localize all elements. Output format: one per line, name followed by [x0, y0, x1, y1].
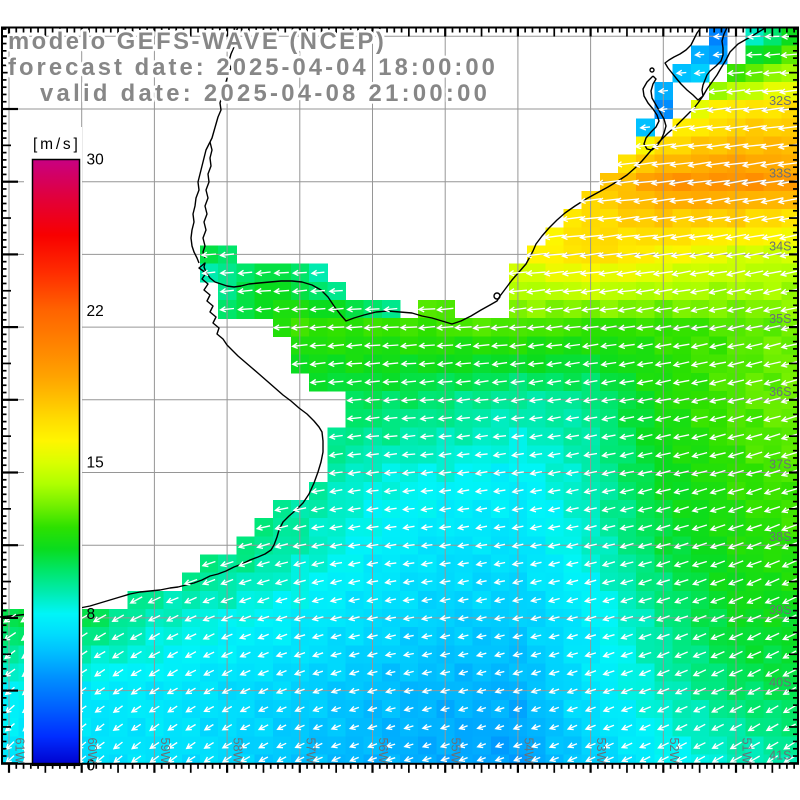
svg-text:8: 8	[87, 606, 96, 623]
svg-text:61W: 61W	[13, 738, 27, 764]
svg-text:39S: 39S	[769, 603, 791, 617]
svg-text:54W: 54W	[521, 738, 535, 764]
svg-text:57W: 57W	[303, 738, 317, 764]
svg-text:59W: 59W	[158, 738, 172, 764]
svg-text:valid date: 2025-04-08 21:00:0: valid date: 2025-04-08 21:00:00	[40, 80, 490, 107]
svg-text:37S: 37S	[769, 458, 791, 472]
svg-text:32S: 32S	[769, 94, 791, 108]
svg-text:53W: 53W	[594, 738, 608, 764]
svg-text:52W: 52W	[667, 738, 681, 764]
svg-text:51W: 51W	[740, 738, 754, 764]
svg-text:55W: 55W	[449, 738, 463, 764]
svg-text:56W: 56W	[376, 738, 390, 764]
svg-text:40S: 40S	[769, 676, 791, 690]
svg-text:33S: 33S	[769, 167, 791, 181]
svg-text:0: 0	[87, 757, 96, 774]
svg-text:60W: 60W	[85, 738, 99, 764]
svg-text:38S: 38S	[769, 530, 791, 544]
svg-text:36S: 36S	[769, 385, 791, 399]
svg-text:34S: 34S	[769, 239, 791, 253]
svg-text:41S: 41S	[769, 748, 791, 762]
svg-text:forecast date: 2025-04-04 18:0: forecast date: 2025-04-04 18:00:00	[8, 54, 498, 81]
svg-text:22: 22	[87, 303, 104, 320]
svg-text:35S: 35S	[769, 312, 791, 326]
svg-text:modelo GEFS-WAVE (NCEP): modelo GEFS-WAVE (NCEP)	[8, 28, 386, 55]
svg-text:58W: 58W	[231, 738, 245, 764]
svg-text:[m/s]: [m/s]	[33, 136, 81, 153]
svg-text:30: 30	[87, 152, 105, 169]
svg-text:15: 15	[87, 454, 104, 471]
